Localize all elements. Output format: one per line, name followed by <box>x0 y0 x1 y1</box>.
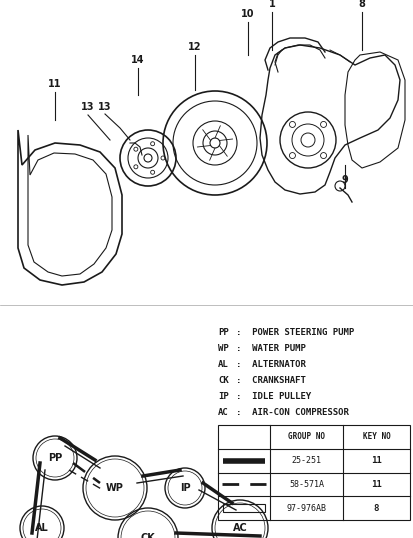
Text: IP: IP <box>218 392 228 401</box>
Text: CK: CK <box>218 376 228 385</box>
Bar <box>223 504 264 512</box>
Text: :  AIR-CON COMPRESSOR: : AIR-CON COMPRESSOR <box>235 408 348 417</box>
Text: CK: CK <box>140 533 155 538</box>
Text: PP: PP <box>48 453 62 463</box>
Text: 97-976AB: 97-976AB <box>286 504 326 513</box>
Text: IP: IP <box>179 483 190 493</box>
Text: :  POWER STEERING PUMP: : POWER STEERING PUMP <box>235 328 354 337</box>
Text: WP: WP <box>218 344 228 353</box>
Text: 14: 14 <box>131 55 145 65</box>
Text: :  ALTERNATOR: : ALTERNATOR <box>235 360 305 369</box>
Text: 58-571A: 58-571A <box>288 480 323 489</box>
Text: 8: 8 <box>358 0 365 9</box>
Text: :  CRANKSHAFT: : CRANKSHAFT <box>235 376 305 385</box>
Text: :  WATER PUMP: : WATER PUMP <box>235 344 305 353</box>
Text: 11: 11 <box>48 79 62 89</box>
Text: 1: 1 <box>268 0 275 9</box>
Text: AC: AC <box>218 408 228 417</box>
Text: 9: 9 <box>341 175 347 185</box>
Text: 8: 8 <box>373 504 378 513</box>
Text: 25-251: 25-251 <box>291 456 321 465</box>
Text: 12: 12 <box>188 42 201 52</box>
Text: 11: 11 <box>370 456 381 465</box>
Text: 13: 13 <box>98 102 112 112</box>
Text: AL: AL <box>35 523 49 533</box>
Text: GROUP NO: GROUP NO <box>287 433 324 441</box>
Text: PP: PP <box>218 328 228 337</box>
Text: 10: 10 <box>241 9 254 19</box>
Text: KEY NO: KEY NO <box>362 433 389 441</box>
Text: AL: AL <box>218 360 228 369</box>
Text: WP: WP <box>106 483 123 493</box>
Text: :  IDLE PULLEY: : IDLE PULLEY <box>235 392 311 401</box>
Text: AC: AC <box>232 523 247 533</box>
Text: 13: 13 <box>81 102 95 112</box>
Text: 11: 11 <box>370 480 381 489</box>
Bar <box>218 425 409 520</box>
